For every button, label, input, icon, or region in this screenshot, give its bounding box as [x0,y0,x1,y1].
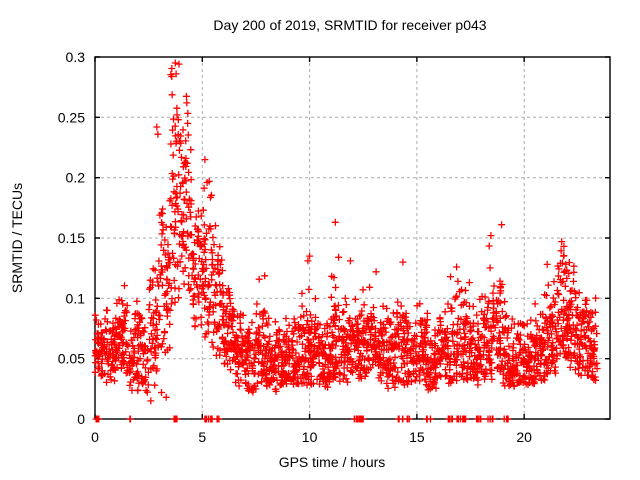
scatter-points [91,59,601,423]
chart-title: Day 200 of 2019, SRMTID for receiver p04… [213,17,486,33]
x-tick-label: 15 [409,429,425,445]
x-tick-label: 10 [302,429,318,445]
y-tick-label: 0.05 [58,351,85,367]
y-tick-label: 0 [77,411,85,427]
y-tick-label: 0.1 [66,290,86,306]
y-tick-label: 0.25 [58,109,85,125]
y-axis-label: SRMTID / TECUs [9,183,25,293]
tick-labels: 0 0.05 0.1 0.15 0.2 0.25 0.3 0 5 10 15 20 [58,49,532,445]
y-tick-label: 0.3 [66,49,86,65]
y-tick-label: 0.15 [58,230,85,246]
x-tick-label: 20 [516,429,532,445]
x-axis-label: GPS time / hours [279,454,386,470]
y-tick-label: 0.2 [66,170,86,186]
x-tick-label: 5 [198,429,206,445]
grid-lines [95,57,610,419]
x-tick-label: 0 [91,429,99,445]
